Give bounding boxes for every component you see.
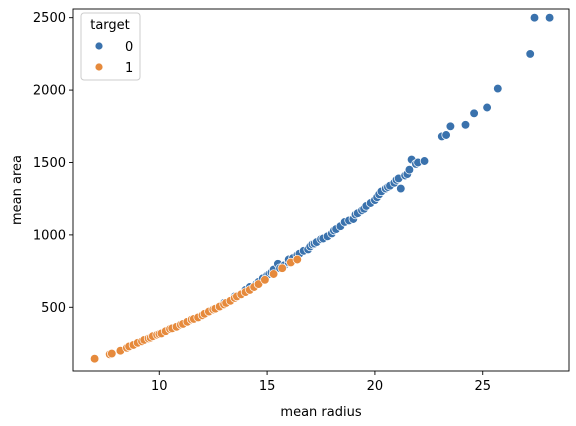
point-target-0 [460, 120, 471, 130]
legend-label-0: 0 [125, 40, 133, 55]
legend: target 0 1 [80, 12, 141, 81]
y-axis-label: mean area [10, 155, 25, 225]
point-target-0 [525, 49, 535, 59]
point-target-0 [493, 83, 503, 94]
x-tick-label: 25 [474, 379, 491, 394]
point-target-0 [396, 183, 406, 194]
point-target-1 [260, 275, 270, 285]
y-tick-label: 500 [41, 301, 66, 316]
point-target-1 [277, 263, 287, 273]
y-tick-label: 2500 [33, 11, 66, 26]
x-axis-label: mean radius [280, 405, 361, 420]
x-axis: 10 15 20 25 [151, 371, 491, 394]
x-tick-label: 20 [367, 379, 384, 394]
y-tick-label: 1500 [33, 156, 66, 171]
point-target-0 [469, 108, 479, 118]
x-tick-label: 10 [151, 379, 168, 394]
point-target-1 [107, 348, 117, 359]
point-target-1 [268, 269, 279, 279]
points-layer [89, 13, 555, 364]
point-target-0 [419, 156, 430, 166]
point-target-1 [292, 254, 302, 265]
legend-box [80, 12, 141, 81]
y-tick-label: 1000 [33, 228, 66, 243]
point-target-0 [441, 130, 451, 140]
point-target-0 [482, 102, 492, 113]
point-target-0 [544, 13, 555, 23]
legend-label-1: 1 [125, 61, 133, 76]
point-target-0 [404, 165, 415, 175]
plot-frame [72, 8, 570, 372]
x-tick-label: 15 [259, 379, 276, 394]
point-target-0 [445, 121, 456, 131]
legend-marker-1 [94, 62, 104, 72]
point-target-0 [529, 13, 540, 23]
y-tick-label: 2000 [33, 84, 66, 99]
y-axis: 500 1000 1500 2000 2500 [33, 11, 73, 316]
legend-title: target [90, 18, 130, 33]
point-target-1 [89, 354, 100, 364]
legend-marker-0 [94, 41, 104, 51]
point-target-1 [253, 279, 264, 289]
